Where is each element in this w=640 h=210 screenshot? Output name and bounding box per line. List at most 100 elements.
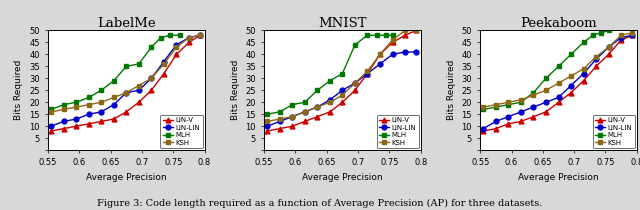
LIN-LIN [185, 36, 193, 39]
LIN-V [160, 72, 168, 75]
MLH [314, 89, 321, 92]
KSH [301, 111, 308, 113]
Title: Peekaboom: Peekaboom [520, 17, 597, 30]
LIN-LIN [147, 77, 155, 80]
MLH [479, 108, 487, 111]
X-axis label: Average Precision: Average Precision [86, 173, 166, 182]
Y-axis label: Bits Required: Bits Required [447, 60, 456, 121]
KSH [479, 106, 487, 108]
KSH [314, 106, 321, 108]
Text: Figure 3: Code length required as a function of Average Precision (AP) for three: Figure 3: Code length required as a func… [97, 199, 543, 208]
Title: LabelMe: LabelMe [97, 17, 156, 30]
MLH [580, 41, 588, 44]
KSH [530, 94, 538, 96]
LIN-LIN [97, 111, 105, 113]
KSH [196, 34, 204, 37]
LIN-V [479, 130, 487, 132]
LIN-V [592, 65, 600, 68]
LIN-V [412, 29, 420, 32]
KSH [412, 29, 420, 32]
KSH [185, 36, 193, 39]
LIN-LIN [479, 127, 487, 130]
LIN-V [47, 130, 55, 132]
LIN-V [122, 111, 130, 113]
LIN-LIN [173, 43, 180, 46]
KSH [401, 29, 409, 32]
MLH [264, 113, 271, 116]
KSH [567, 75, 575, 77]
KSH [160, 63, 168, 65]
MLH [47, 108, 55, 111]
LIN-V [580, 79, 588, 82]
LIN-V [147, 89, 155, 92]
LIN-V [135, 101, 143, 104]
Line: LIN-LIN: LIN-LIN [265, 50, 419, 129]
MLH [567, 53, 575, 56]
LIN-LIN [628, 34, 636, 37]
MLH [157, 36, 164, 39]
LIN-V [530, 115, 538, 118]
Line: LIN-V: LIN-V [49, 33, 203, 133]
KSH [173, 46, 180, 49]
LIN-LIN [85, 113, 93, 116]
MLH [530, 91, 538, 94]
MLH [383, 34, 390, 37]
MLH [339, 72, 346, 75]
KSH [122, 91, 130, 94]
LIN-V [110, 118, 118, 120]
LIN-LIN [47, 125, 55, 127]
KSH [264, 120, 271, 123]
MLH [605, 29, 612, 32]
LIN-LIN [376, 63, 384, 65]
LIN-V [60, 127, 67, 130]
LIN-V [289, 125, 296, 127]
LIN-LIN [530, 106, 538, 108]
LIN-V [276, 127, 284, 130]
MLH [301, 101, 308, 104]
KSH [504, 101, 512, 104]
Line: KSH: KSH [265, 28, 419, 123]
Title: MNIST: MNIST [318, 17, 367, 30]
MLH [492, 106, 500, 108]
MLH [504, 103, 512, 106]
KSH [555, 82, 563, 84]
Line: MLH: MLH [481, 28, 611, 112]
LIN-V [517, 120, 525, 123]
LIN-LIN [135, 89, 143, 92]
Line: LIN-V: LIN-V [265, 28, 419, 133]
MLH [276, 111, 284, 113]
KSH [60, 108, 67, 111]
LIN-LIN [388, 53, 396, 56]
LIN-V [555, 101, 563, 104]
LIN-V [85, 123, 93, 125]
KSH [618, 34, 625, 37]
LIN-LIN [196, 34, 204, 37]
LIN-V [401, 34, 409, 37]
KSH [628, 32, 636, 34]
MLH [373, 34, 381, 37]
LIN-LIN [605, 46, 612, 49]
LIN-LIN [492, 120, 500, 123]
LIN-LIN [567, 84, 575, 87]
MLH [517, 101, 525, 104]
KSH [147, 77, 155, 80]
KSH [326, 101, 333, 104]
LIN-V [605, 53, 612, 56]
Line: KSH: KSH [49, 33, 202, 114]
LIN-V [264, 130, 271, 132]
LIN-LIN [401, 51, 409, 53]
KSH [542, 89, 550, 92]
X-axis label: Average Precision: Average Precision [518, 173, 599, 182]
LIN-V [351, 89, 359, 92]
LIN-V [301, 120, 308, 123]
MLH [289, 103, 296, 106]
Legend: LIN-V, LIN-LIN, MLH, KSH: LIN-V, LIN-LIN, MLH, KSH [593, 115, 635, 148]
LIN-LIN [504, 115, 512, 118]
Legend: LIN-V, LIN-LIN, MLH, KSH: LIN-V, LIN-LIN, MLH, KSH [376, 115, 419, 148]
LIN-LIN [542, 101, 550, 104]
MLH [135, 63, 143, 65]
LIN-V [314, 115, 321, 118]
LIN-V [542, 111, 550, 113]
LIN-LIN [364, 72, 371, 75]
LIN-V [376, 53, 384, 56]
